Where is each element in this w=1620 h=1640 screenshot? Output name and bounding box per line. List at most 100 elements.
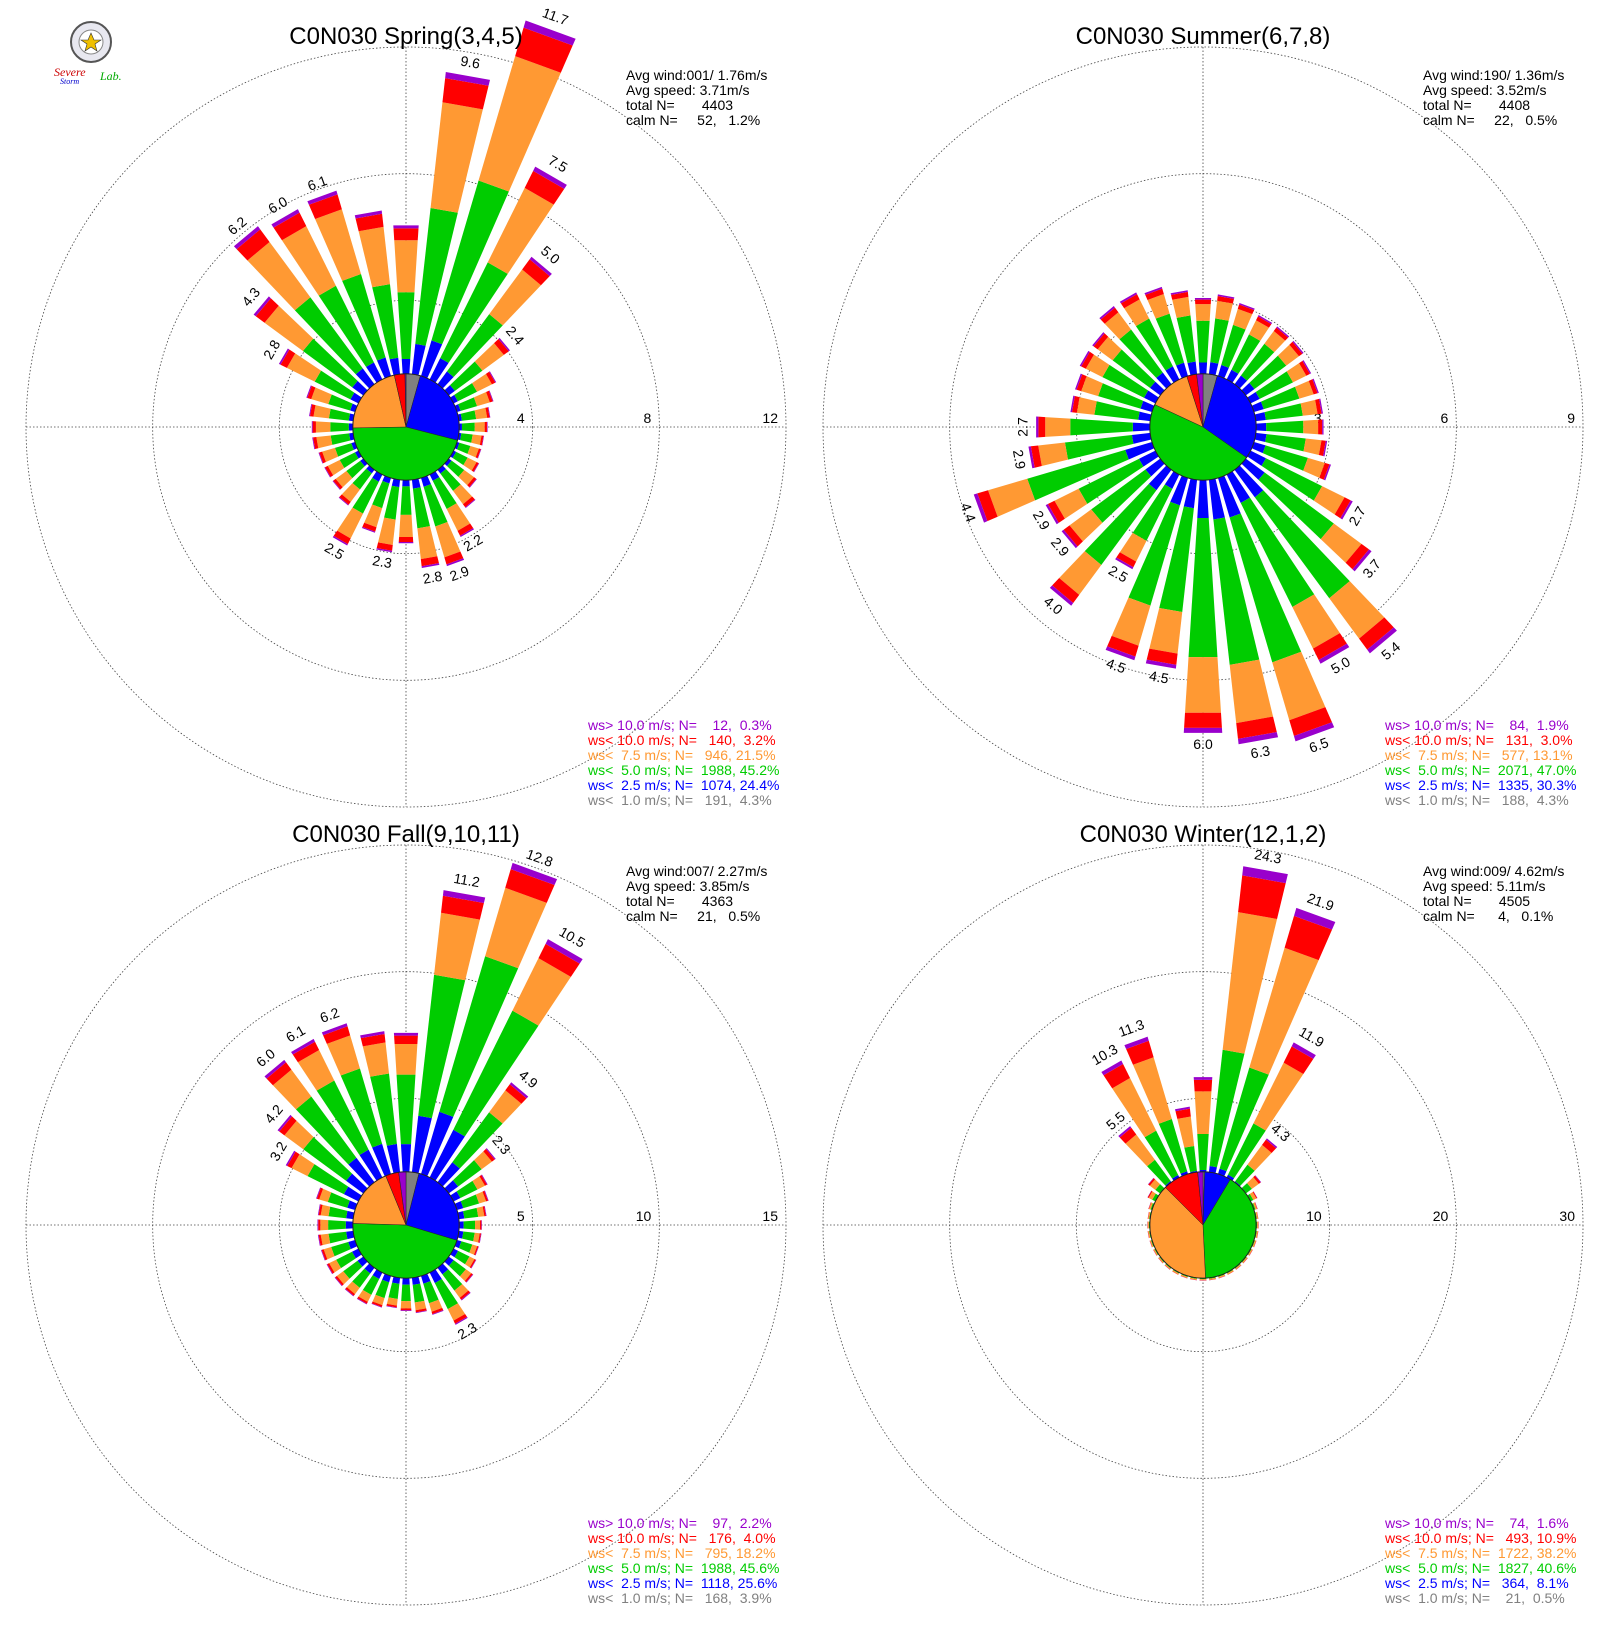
wind-bar-segment xyxy=(1185,657,1221,713)
wind-bar-segment xyxy=(457,1230,464,1239)
wind-bar-segment xyxy=(1255,1231,1259,1239)
wind-bar-segment xyxy=(273,212,307,241)
wind-bar-segment xyxy=(346,1230,355,1240)
wind-bar-segment xyxy=(471,434,482,445)
wind-bar-segment xyxy=(455,1316,468,1325)
wind-bar-segment xyxy=(1277,344,1299,366)
wind-bar-segment xyxy=(1036,416,1039,438)
wind-bar-segment xyxy=(475,1246,479,1256)
wind-bar-segment xyxy=(467,445,479,458)
wind-bar-segment xyxy=(339,452,359,469)
wind-bar-segment xyxy=(307,190,338,205)
wind-bar-segment xyxy=(400,1301,412,1309)
wind-bar-segment xyxy=(309,404,316,417)
wind-bar-segment xyxy=(356,1298,367,1305)
wind-bar-segment xyxy=(478,1233,482,1243)
wind-bar-segment xyxy=(1313,486,1345,515)
stats-line: total N= 4505 xyxy=(1423,893,1530,909)
wind-bar-segment xyxy=(1242,1257,1248,1264)
wind-bar-segment xyxy=(448,1260,466,1277)
wind-bar-segment xyxy=(336,1271,350,1285)
wind-bar-segment xyxy=(1196,320,1210,363)
wind-bar-segment xyxy=(450,450,457,459)
wind-bar-segment xyxy=(474,1151,492,1170)
stats-line: calm N= 52, 1.2% xyxy=(626,112,760,128)
wind-bar-segment xyxy=(494,338,509,355)
wind-bar-segment xyxy=(457,1211,465,1220)
wind-bar-segment xyxy=(545,939,583,964)
wind-bar-segment xyxy=(346,1210,355,1220)
stats-line: Avg wind:007/ 2.27m/s xyxy=(626,863,767,879)
wind-bar-segment xyxy=(376,542,393,551)
legend-entry: ws< 2.5 m/s; N= 1074, 24.4% xyxy=(587,777,779,793)
wind-bar-segment xyxy=(1170,475,1188,506)
wind-bar-segment xyxy=(316,1187,321,1199)
wind-bar-segment xyxy=(247,241,311,311)
wind-bar-segment xyxy=(1236,716,1277,739)
wind-bar-segment xyxy=(1308,379,1318,395)
wind-bar-segment xyxy=(334,443,354,457)
wind-bar-segment xyxy=(431,1307,444,1315)
wind-bar-segment xyxy=(441,895,484,920)
wind-bar-segment xyxy=(360,458,368,467)
wind-bar-segment xyxy=(454,404,461,412)
wind-bar-segment xyxy=(1147,1221,1149,1229)
wind-bar-segment xyxy=(1254,490,1350,599)
ring-value-label: 6 xyxy=(1441,410,1449,426)
wind-bar-segment xyxy=(1189,1278,1197,1281)
stats-line: total N= 4363 xyxy=(626,893,733,909)
legend-entry: ws< 7.5 m/s; N= 946, 21.5% xyxy=(587,747,776,763)
wind-bar-segment xyxy=(394,1043,418,1075)
wind-bar-segment xyxy=(454,1250,470,1265)
bar-value-label: 3.2 xyxy=(266,1139,290,1164)
wind-bar-segment xyxy=(447,1303,466,1321)
wind-bar-segment xyxy=(397,292,415,360)
wind-bar-segment xyxy=(327,1192,350,1208)
wind-bar-segment xyxy=(315,421,331,433)
wind-bar-segment xyxy=(357,1296,368,1304)
pie-outline xyxy=(352,1171,460,1279)
wind-bar-segment xyxy=(392,1276,401,1284)
wind-bar-segment xyxy=(450,394,458,404)
stats-line: Avg wind:009/ 4.62m/s xyxy=(1423,863,1564,879)
logo-text-lab: Lab. xyxy=(99,69,122,83)
wind-bar-segment xyxy=(1254,412,1266,422)
wind-bar-segment xyxy=(487,187,554,274)
wind-bar-segment xyxy=(434,912,480,981)
wind-bar-segment xyxy=(327,459,345,476)
wind-bar-segment xyxy=(354,210,383,219)
wind-bar-segment xyxy=(1147,1177,1154,1185)
wind-bar-segment xyxy=(505,869,555,903)
wind-bar-segment xyxy=(1176,315,1196,363)
legend-entry: ws< 10.0 m/s; N= 140, 3.2% xyxy=(587,732,776,748)
wind-bar-segment xyxy=(1243,1258,1248,1264)
wind-bar-segment xyxy=(421,1273,431,1284)
wind-bar-segment xyxy=(463,1220,476,1230)
wind-bar-segment xyxy=(1262,445,1308,471)
wind-bar-segment xyxy=(1158,1258,1163,1264)
wind-bar-segment xyxy=(446,314,503,378)
wind-bar-segment xyxy=(479,435,484,446)
wind-bar-segment xyxy=(1188,518,1218,658)
wind-bar-segment xyxy=(1132,1057,1172,1124)
ring-value-label: 30 xyxy=(1559,1208,1575,1224)
wind-bar-segment xyxy=(1320,523,1362,563)
wind-bar-segment xyxy=(318,452,324,464)
wind-bar-segment xyxy=(1236,1265,1242,1270)
wind-bar-segment xyxy=(1172,1271,1179,1275)
stats-line: Avg speed: 5.11m/s xyxy=(1423,878,1545,894)
wind-bar-segment xyxy=(1234,465,1264,498)
wind-bar-segment xyxy=(1253,1191,1258,1199)
wind-bar-segment xyxy=(335,470,353,488)
wind-bar-segment xyxy=(485,371,496,385)
wind-bar-segment xyxy=(297,1050,335,1091)
wind-bar-segment xyxy=(1132,422,1150,432)
wind-bar-segment xyxy=(394,240,418,293)
wind-bar-segment xyxy=(400,1144,412,1172)
wind-bar-segment xyxy=(1329,581,1385,639)
wind-bar-segment xyxy=(1165,366,1180,383)
bar-value-label: 11.7 xyxy=(540,4,570,28)
wind-bar-segment xyxy=(1272,651,1326,721)
wind-bar-segment xyxy=(1209,1049,1245,1168)
wind-bar-segment xyxy=(1100,307,1119,324)
